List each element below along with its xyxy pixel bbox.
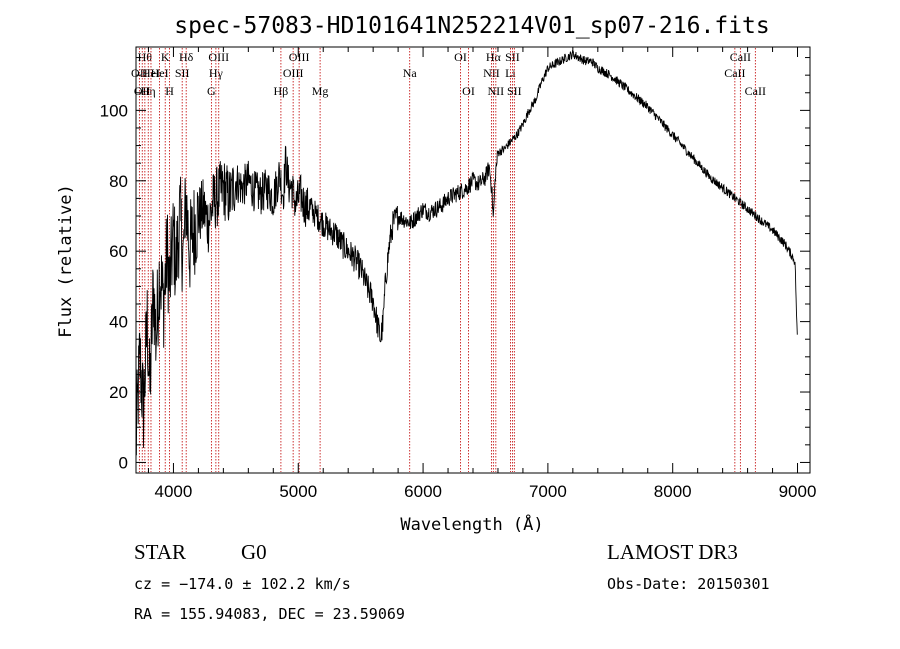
object-class: STAR [134, 540, 186, 564]
spectrum-line [135, 50, 798, 456]
line-marker-label: Hδ [179, 50, 194, 64]
line-marker-label: OII [131, 66, 148, 80]
line-markers: OIIOIIHθHηHeIHeIKHSIIHδGHγOIIIHβOIIIOIII… [131, 48, 766, 472]
y-tick-label: 80 [109, 172, 128, 191]
spectrum-series [135, 50, 798, 456]
line-marker-label: Hβ [274, 84, 289, 98]
line-marker-label: Hγ [209, 66, 224, 80]
observation-date: Obs-Date: 20150301 [607, 575, 770, 593]
x-tick-label: 5000 [279, 482, 317, 501]
chart-title: spec-57083-HD101641N252214V01_sp07-216.f… [174, 13, 769, 39]
line-marker-label: NII [483, 66, 500, 80]
line-marker-label: OI [462, 84, 475, 98]
survey-name: LAMOST DR3 [607, 540, 738, 564]
line-marker-label: NII [488, 84, 505, 98]
y-tick-label: 60 [109, 242, 128, 261]
line-marker-label: K [161, 50, 170, 64]
x-tick-label: 7000 [529, 482, 567, 501]
line-marker-label: OIII [208, 50, 229, 64]
coordinates: RA = 155.94083, DEC = 23.59069 [134, 605, 405, 623]
line-marker-label: Hα [486, 50, 502, 64]
line-marker-label: OI [454, 50, 467, 64]
plot-frame [135, 46, 811, 474]
line-marker-label: SII [175, 66, 190, 80]
x-tick-label: 8000 [654, 482, 692, 501]
redshift-velocity: cz = −174.0 ± 102.2 km/s [134, 575, 351, 593]
line-marker-label: OIII [289, 50, 310, 64]
line-marker-label: OII [134, 84, 151, 98]
line-marker-label: G [207, 84, 216, 98]
line-marker-label: OIII [283, 66, 304, 80]
y-tick-label: 40 [109, 313, 128, 332]
line-marker-label: HeI [151, 66, 169, 80]
line-marker-label: HeI [142, 66, 160, 80]
x-tick-label: 4000 [155, 482, 193, 501]
line-marker-label: Hθ [138, 50, 153, 64]
x-axis-label: Wavelength (Å) [400, 513, 543, 535]
y-axis: 0 20 40 60 80 100 [100, 57, 810, 472]
x-tick-label: 9000 [779, 482, 817, 501]
line-marker-label: Li [505, 66, 516, 80]
line-marker-label: CaII [730, 50, 751, 64]
object-subclass: G0 [241, 540, 267, 564]
y-tick-label: 0 [119, 453, 128, 472]
y-tick-label: 100 [100, 101, 128, 120]
x-axis: 4000 5000 6000 7000 8000 9000 [147, 47, 817, 501]
line-marker-label: SII [507, 84, 522, 98]
y-tick-label: 20 [109, 383, 128, 402]
y-axis-label: Flux (relative) [56, 184, 76, 338]
line-marker-label: Mg [312, 84, 329, 98]
line-marker-label: Na [403, 66, 418, 80]
line-marker-label: CaII [724, 66, 745, 80]
line-marker-label: CaII [745, 84, 766, 98]
line-marker-label: Hη [141, 84, 156, 98]
line-marker-label: SII [505, 50, 520, 64]
x-tick-label: 6000 [404, 482, 442, 501]
line-marker-label: H [165, 84, 174, 98]
